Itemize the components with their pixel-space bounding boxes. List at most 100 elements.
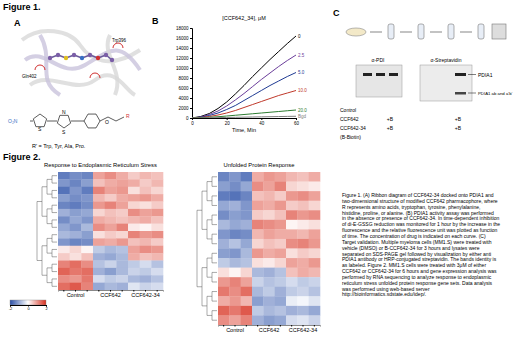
cell bbox=[309, 220, 321, 230]
cell bbox=[105, 261, 117, 269]
cell bbox=[151, 216, 163, 224]
ring bbox=[33, 114, 46, 127]
cell bbox=[105, 253, 117, 261]
cell bbox=[105, 231, 117, 239]
cell bbox=[229, 287, 241, 297]
cell bbox=[286, 172, 298, 182]
cell bbox=[263, 239, 275, 249]
cell bbox=[218, 229, 230, 239]
cell bbox=[151, 179, 163, 187]
tick-mark bbox=[235, 325, 236, 327]
cell bbox=[218, 220, 230, 230]
cell bbox=[263, 172, 275, 182]
cell bbox=[297, 315, 309, 325]
cell bbox=[252, 201, 264, 211]
cell bbox=[297, 191, 309, 201]
tick: 12000 bbox=[176, 56, 192, 61]
cell bbox=[218, 258, 230, 268]
cell bbox=[93, 187, 105, 195]
ribbon bbox=[40, 35, 60, 95]
dendrogram-branch bbox=[47, 238, 52, 253]
cell bbox=[297, 296, 309, 306]
cell bbox=[105, 187, 117, 195]
cell bbox=[263, 306, 275, 316]
tick: 0 bbox=[191, 118, 194, 126]
cell bbox=[151, 238, 163, 246]
tick-mark bbox=[190, 38, 192, 39]
cell bbox=[93, 224, 105, 232]
bond bbox=[30, 121, 33, 122]
dendrogram-branch bbox=[52, 235, 57, 242]
cell bbox=[309, 182, 321, 192]
tick-mark bbox=[280, 325, 281, 327]
cell bbox=[241, 315, 253, 325]
cell bbox=[286, 182, 298, 192]
cell bbox=[252, 268, 264, 278]
cell bbox=[93, 172, 105, 180]
blot-title: α-Streptavidin bbox=[431, 57, 462, 63]
cell bbox=[128, 275, 140, 283]
cell bbox=[58, 246, 70, 254]
tick: 14000 bbox=[176, 46, 192, 51]
contact-arc bbox=[35, 65, 45, 70]
colorbar-scale bbox=[10, 300, 46, 305]
cell bbox=[140, 187, 152, 195]
cell bbox=[70, 268, 82, 276]
dendrogram-branch bbox=[207, 296, 212, 315]
cell bbox=[128, 202, 140, 210]
cell bbox=[275, 287, 287, 297]
cell bbox=[70, 194, 82, 202]
cell bbox=[140, 275, 152, 283]
cell bbox=[93, 209, 105, 217]
cell bbox=[218, 182, 230, 192]
cell bbox=[309, 172, 321, 182]
figure-label: Figure 2. bbox=[3, 152, 41, 162]
cell bbox=[286, 287, 298, 297]
cell bbox=[263, 258, 275, 268]
cell bbox=[140, 246, 152, 254]
cell bbox=[263, 220, 275, 230]
tick bbox=[133, 290, 134, 292]
cell bbox=[116, 209, 128, 217]
cell bbox=[70, 246, 82, 254]
residue-label: Gln402 bbox=[22, 74, 37, 79]
dendrogram-branch bbox=[52, 220, 57, 227]
tick-label: 0 bbox=[191, 121, 194, 126]
cell bbox=[105, 179, 117, 187]
cell bbox=[58, 202, 70, 210]
bond bbox=[108, 117, 116, 121]
cell bbox=[275, 201, 287, 211]
cell bbox=[297, 220, 309, 230]
chemical-structure: O₂NSNSOR bbox=[8, 109, 130, 135]
panel-label: A bbox=[14, 18, 21, 28]
cell bbox=[140, 268, 152, 276]
cell bbox=[93, 194, 105, 202]
cell bbox=[275, 172, 287, 182]
cell bbox=[286, 201, 298, 211]
cell bbox=[297, 277, 309, 287]
pointer bbox=[468, 93, 476, 94]
cell bbox=[93, 231, 105, 239]
gel bbox=[492, 24, 506, 39]
cell bbox=[309, 239, 321, 249]
cell bbox=[275, 191, 287, 201]
cell bbox=[218, 277, 230, 287]
cell bbox=[263, 268, 275, 278]
cell bbox=[116, 268, 128, 276]
tick-label: 16000 bbox=[176, 36, 189, 41]
atom bbox=[104, 53, 108, 57]
cell bbox=[58, 261, 70, 269]
curve-label: 10.0 bbox=[298, 88, 307, 93]
tick bbox=[280, 325, 281, 327]
workflow-schematic bbox=[346, 24, 506, 39]
axis: 0200040006000800010000120001400016000180… bbox=[176, 26, 193, 121]
cell bbox=[252, 249, 264, 259]
tick bbox=[157, 290, 158, 292]
cell bbox=[309, 249, 321, 259]
dendrogram-branch bbox=[42, 187, 47, 217]
cell bbox=[116, 231, 128, 239]
ring bbox=[84, 114, 100, 128]
blot-title: α-PDI bbox=[372, 57, 385, 63]
cell bbox=[58, 179, 70, 187]
treatment-label: CCF642-34 bbox=[340, 125, 366, 131]
